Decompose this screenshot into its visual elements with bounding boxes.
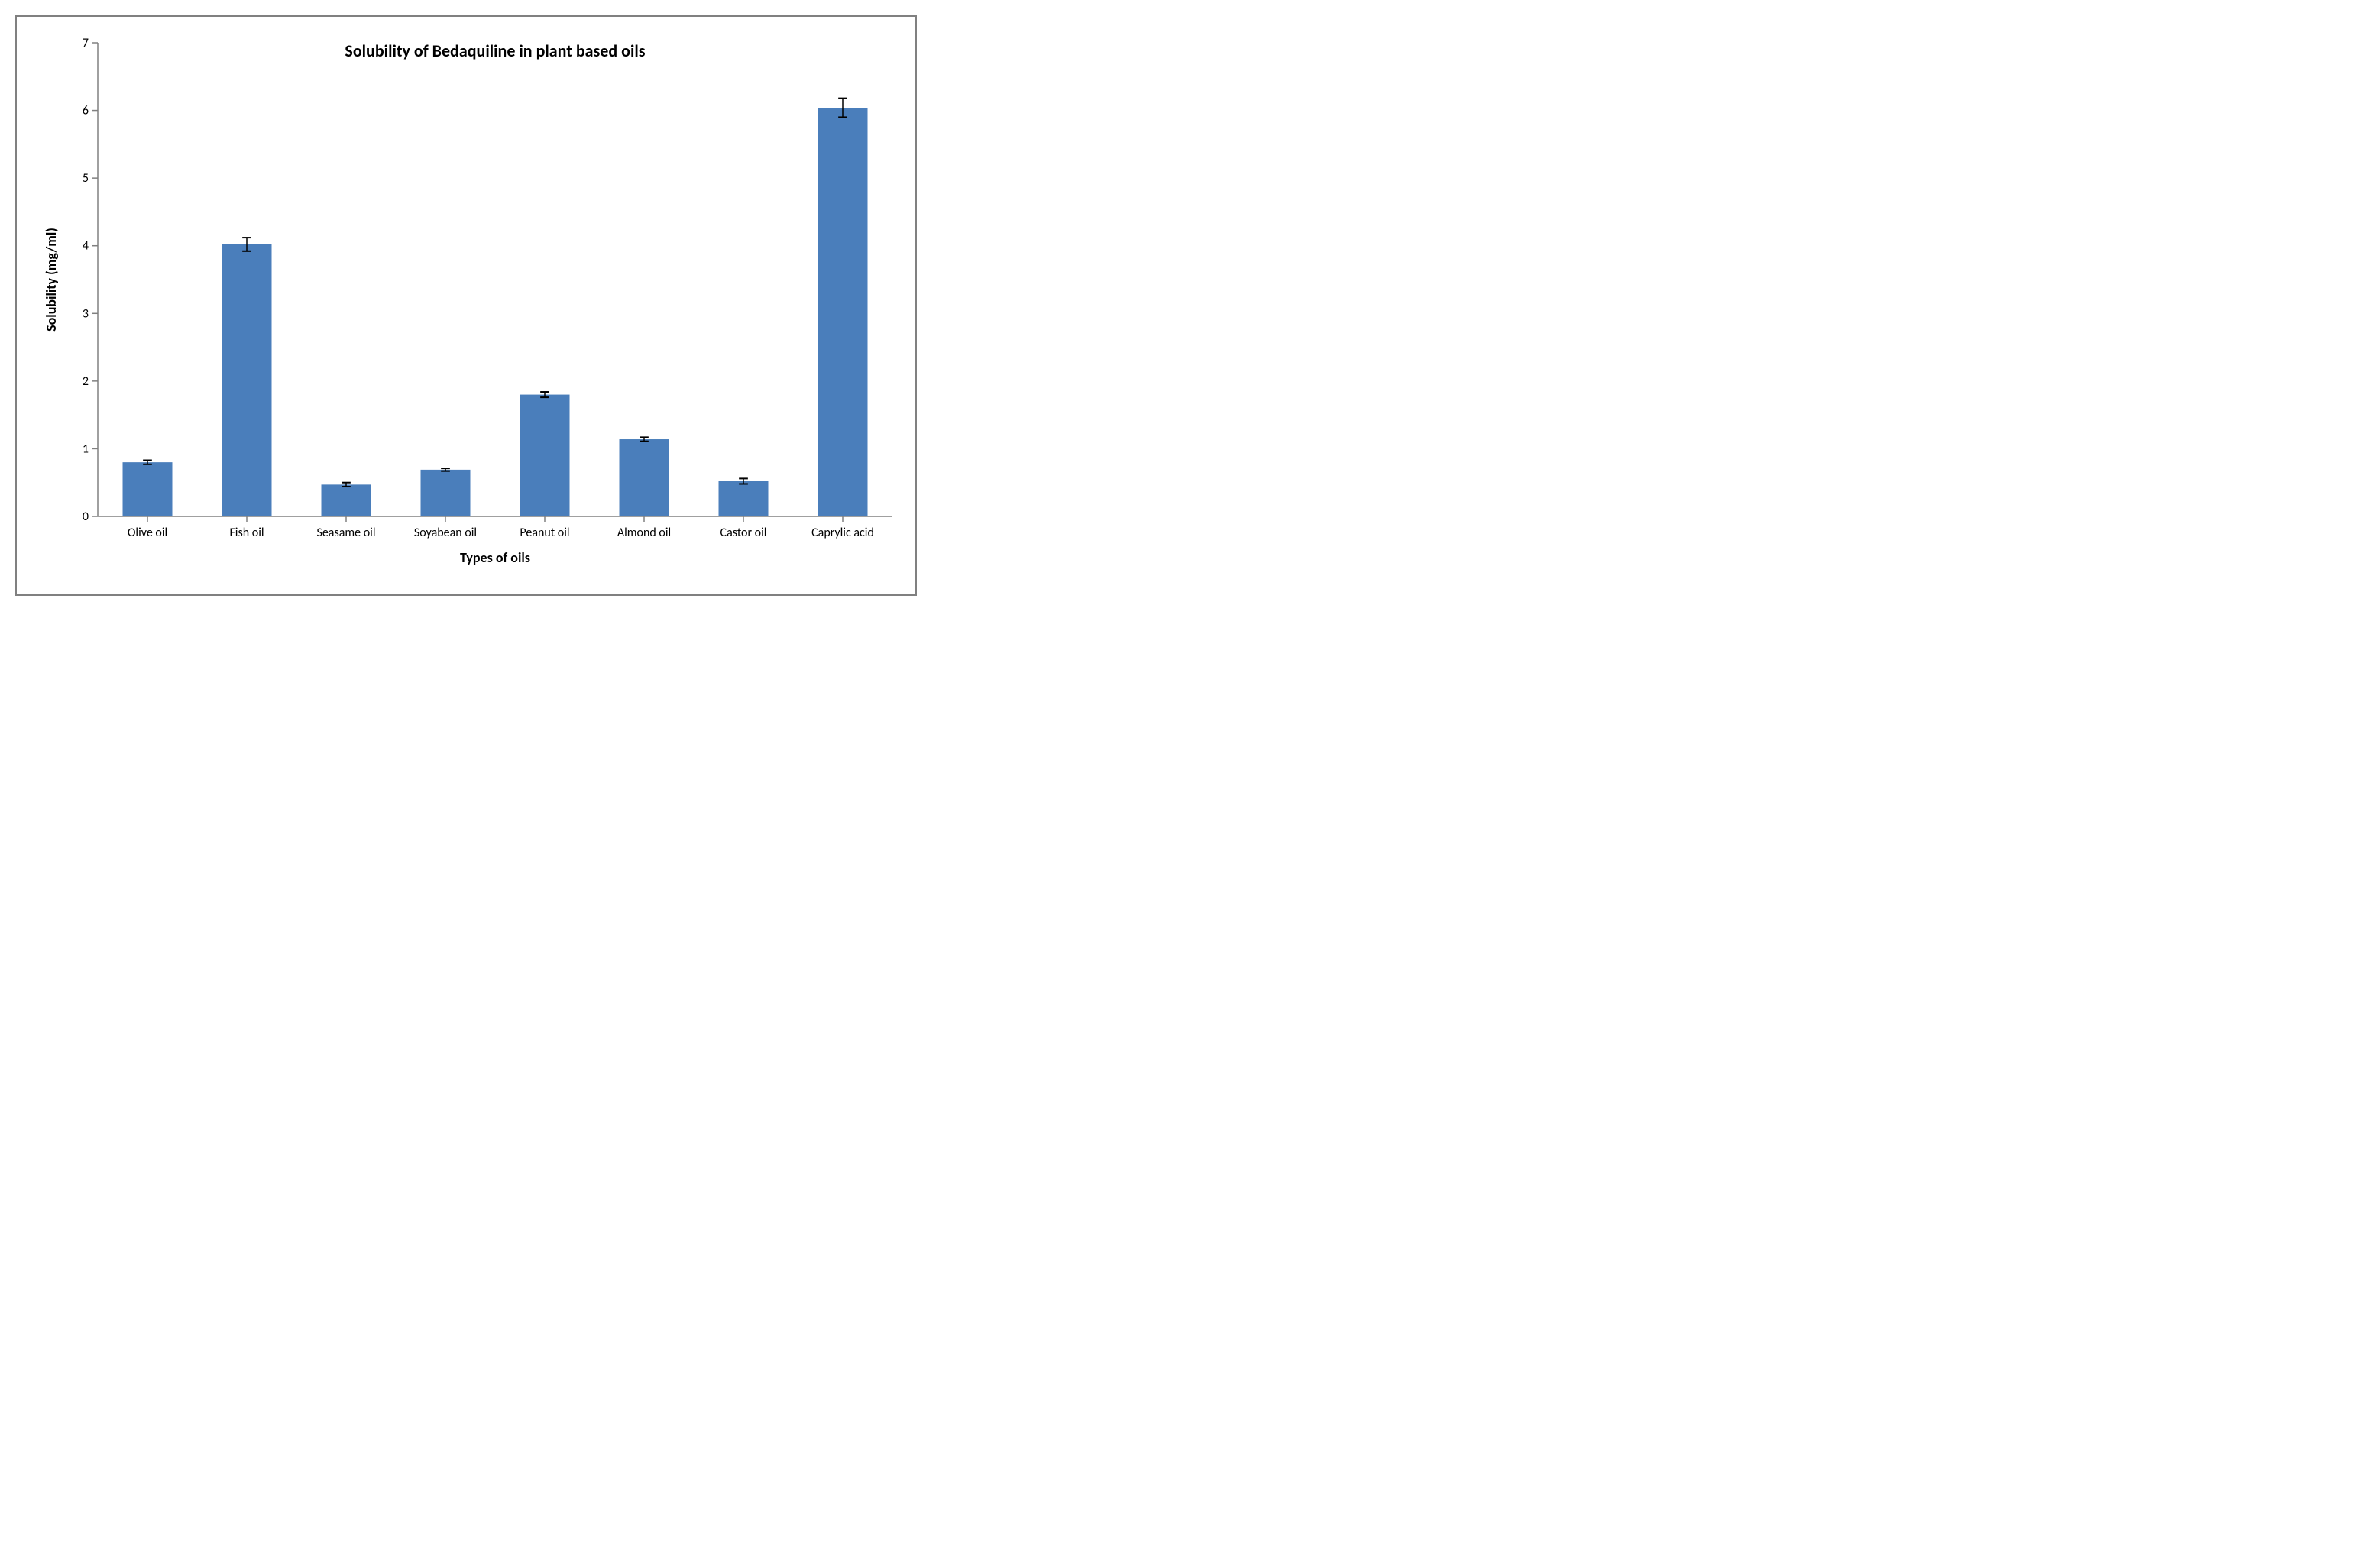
x-tick-label: Caprylic acid: [811, 526, 874, 540]
bar: [421, 470, 471, 516]
x-tick-label: Olive oil: [128, 526, 167, 540]
y-tick-label: 2: [83, 374, 89, 389]
y-tick-label: 3: [83, 306, 89, 321]
bar-chart: Solubility of Bedaquiline in plant based…: [28, 28, 906, 585]
y-tick-label: 6: [83, 104, 89, 118]
chart-title: Solubility of Bedaquiline in plant based…: [345, 40, 645, 61]
x-axis-label: Types of oils: [460, 549, 530, 566]
y-tick-label: 1: [83, 442, 89, 456]
y-axis-label: Solubility (mg/ml): [43, 228, 60, 332]
y-tick-label: 4: [83, 239, 89, 254]
chart-area: Solubility of Bedaquiline in plant based…: [28, 28, 897, 584]
bar: [620, 439, 669, 516]
y-tick-label: 0: [83, 510, 89, 524]
x-tick-label: Peanut oil: [520, 526, 569, 540]
bar: [322, 484, 371, 516]
x-tick-label: Fish oil: [229, 526, 264, 540]
y-tick-label: 5: [83, 171, 89, 186]
bar: [123, 462, 173, 516]
bar: [222, 244, 272, 516]
x-tick-label: Seasame oil: [316, 526, 375, 540]
chart-frame: Solubility of Bedaquiline in plant based…: [15, 15, 917, 596]
x-tick-label: Soyabean oil: [414, 526, 477, 540]
y-tick-label: 7: [83, 36, 89, 50]
bar: [818, 108, 868, 516]
bar: [719, 481, 769, 516]
bar: [520, 395, 570, 516]
x-tick-label: Castor oil: [720, 526, 767, 540]
x-tick-label: Almond oil: [617, 526, 671, 540]
